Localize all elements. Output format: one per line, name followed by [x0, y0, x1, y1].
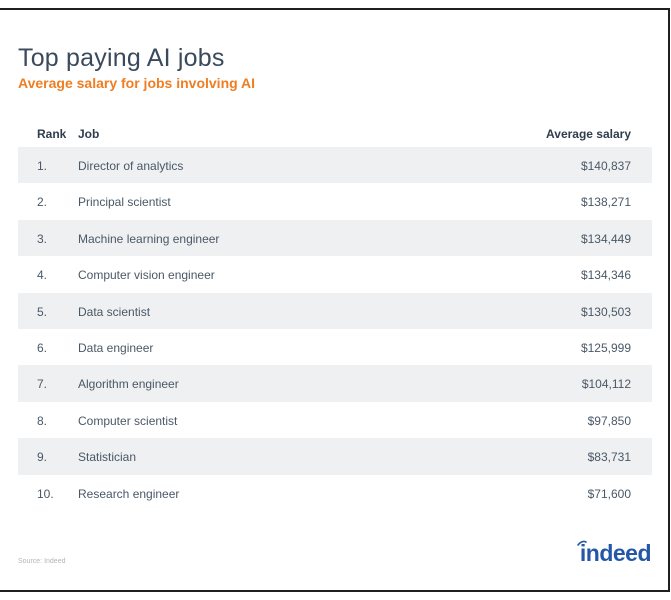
job-cell: Director of analytics: [78, 159, 184, 173]
rank-cell: 2.: [37, 195, 48, 210]
indeed-logo-arc-icon: [577, 540, 587, 546]
column-header-job: Job: [78, 127, 100, 141]
table-row: 4. Computer vision engineer $134,346: [18, 256, 652, 292]
rank-cell: 3.: [37, 231, 48, 246]
salary-cell: $134,346: [580, 268, 631, 283]
job-cell: Statistician: [78, 450, 137, 465]
salary-cell: $134,449: [580, 231, 631, 246]
rank-cell: 1.: [37, 159, 48, 173]
rank-cell: 5.: [37, 304, 48, 319]
table-row: 5. Data scientist $130,503: [18, 292, 652, 329]
rank-cell: 7.: [37, 377, 48, 392]
salary-cell: $125,999: [580, 340, 631, 355]
job-cell: Computer vision engineer: [78, 268, 215, 283]
rank-cell: 10.: [37, 486, 54, 501]
infographic-card: Top paying AI jobs Average salary for jo…: [0, 8, 670, 592]
table-row: 6. Data engineer $125,999: [18, 329, 652, 365]
salary-cell: $130,503: [580, 304, 631, 319]
salary-cell: $104,112: [581, 377, 631, 392]
table-header: Rank Job Average salary: [18, 122, 652, 146]
salary-cell: $140,837: [580, 159, 631, 173]
column-header-rank: Rank: [37, 127, 67, 141]
table-row: 8. Computer scientist $97,850: [18, 402, 652, 438]
rank-cell: 4.: [37, 268, 48, 283]
table-row: 7. Algorithm engineer $104,112: [18, 365, 652, 402]
salary-table: 1. Director of analytics $140,837 2. Pri…: [18, 147, 652, 511]
page-subtitle: Average salary for jobs involving AI: [18, 75, 256, 91]
rank-cell: 6.: [37, 340, 48, 355]
salary-cell: $71,600: [587, 486, 631, 501]
table-row: 1. Director of analytics $140,837: [18, 147, 652, 184]
page-title: Top paying AI jobs: [18, 44, 225, 72]
salary-cell: $138,271: [580, 195, 631, 210]
job-cell: Data engineer: [78, 340, 154, 355]
table-row: 9. Statistician $83,731: [18, 438, 652, 475]
rank-cell: 9.: [37, 450, 48, 465]
indeed-logo: indeed: [579, 540, 652, 566]
job-cell: Principal scientist: [78, 195, 171, 210]
job-cell: Computer scientist: [78, 413, 178, 428]
job-cell: Machine learning engineer: [78, 231, 220, 246]
job-cell: Research engineer: [78, 486, 180, 501]
table-row: 3. Machine learning engineer $134,449: [18, 219, 652, 257]
job-cell: Algorithm engineer: [78, 377, 179, 392]
column-header-salary: Average salary: [546, 127, 631, 141]
salary-cell: $97,850: [587, 413, 631, 428]
rank-cell: 8.: [37, 413, 48, 428]
job-cell: Data scientist: [78, 304, 151, 319]
table-row: 2. Principal scientist $138,271: [18, 183, 652, 219]
salary-cell: $83,731: [587, 450, 631, 465]
source-note: Source: Indeed: [18, 558, 66, 565]
table-row: 10. Research engineer $71,600: [18, 475, 652, 511]
